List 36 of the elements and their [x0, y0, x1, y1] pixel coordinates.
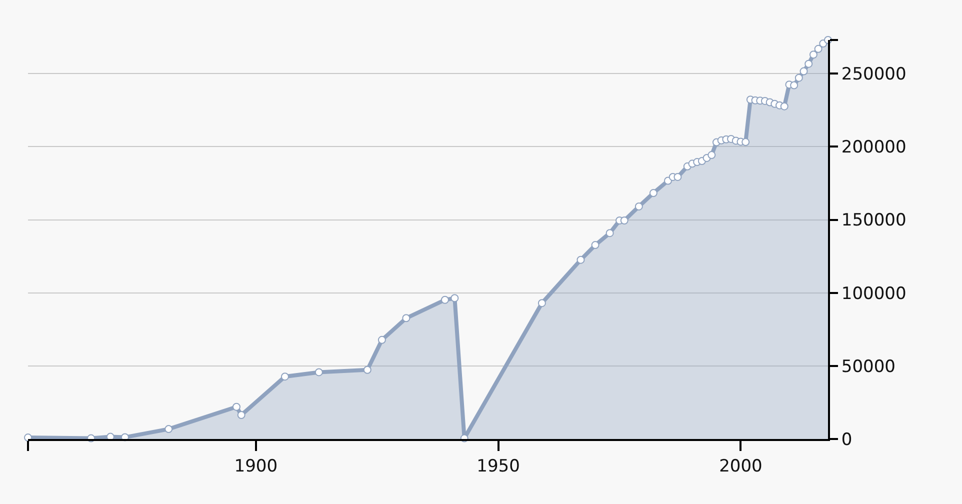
point: [790, 81, 798, 90]
point: [280, 372, 289, 381]
point: [402, 314, 410, 322]
point: [780, 102, 788, 110]
point: [440, 296, 449, 304]
point: [363, 366, 372, 374]
point: [450, 294, 459, 302]
point: [649, 189, 658, 198]
point: [237, 411, 246, 420]
point: [794, 74, 803, 82]
y-tick-label: 200000: [841, 138, 906, 158]
y-tick-label: 0: [841, 430, 852, 450]
point: [620, 216, 628, 224]
y-tick-label: 50000: [841, 356, 896, 377]
point: [576, 256, 585, 264]
point: [606, 229, 614, 238]
x-tick-label: 2000: [719, 456, 762, 476]
point: [674, 172, 682, 181]
point: [634, 202, 643, 210]
point: [742, 138, 750, 146]
point: [708, 151, 716, 160]
point: [232, 402, 240, 411]
point: [314, 368, 323, 376]
point: [814, 44, 822, 53]
point: [800, 67, 808, 76]
point: [804, 60, 813, 68]
y-tick-label: 150000: [841, 210, 906, 231]
x-tick-label: 1900: [234, 456, 278, 476]
point: [538, 299, 546, 308]
x-tick-label: 1950: [476, 456, 520, 476]
y-tick-label: 250000: [841, 64, 906, 85]
point: [378, 336, 386, 344]
y-tick-label: 100000: [841, 284, 906, 304]
point: [809, 50, 818, 59]
point: [591, 241, 600, 250]
point: [164, 425, 173, 434]
